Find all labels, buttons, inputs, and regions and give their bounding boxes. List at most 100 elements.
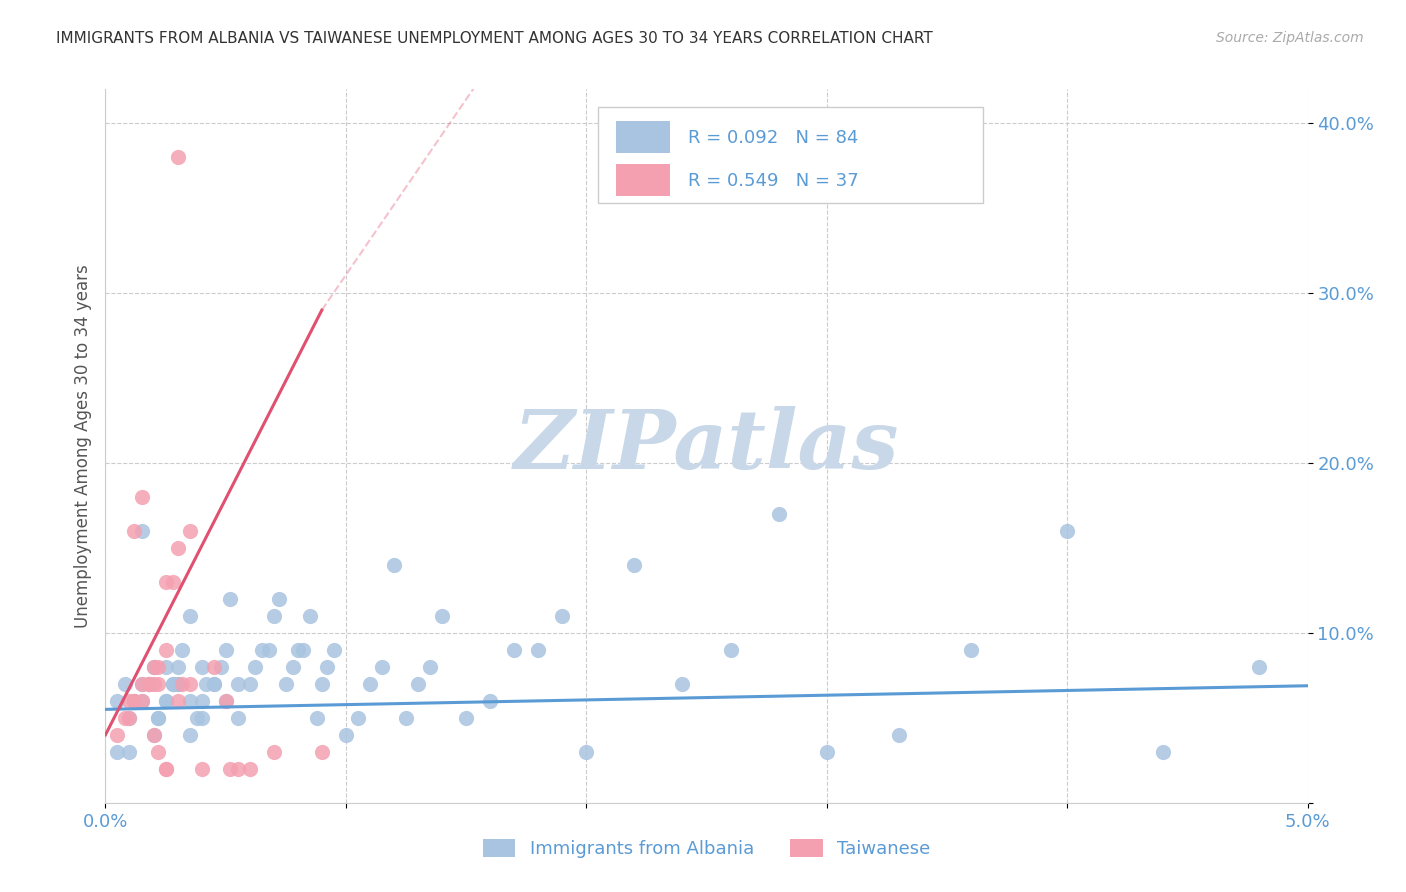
Text: Source: ZipAtlas.com: Source: ZipAtlas.com [1216,31,1364,45]
Point [118,694,141,708]
Point [202,677,225,691]
Point [527,643,550,657]
Point [1152,745,1174,759]
Point [142,660,165,674]
Point [190,762,212,776]
Point [263,608,285,623]
Point [179,524,201,538]
Point [1344,677,1367,691]
Point [148,660,170,674]
Point [322,643,344,657]
Point [226,762,249,776]
Point [155,643,177,657]
Point [166,694,188,708]
Point [114,711,136,725]
Point [124,694,146,708]
Point [124,694,146,708]
Point [671,677,693,691]
Point [214,643,236,657]
Point [118,745,141,759]
Point [131,694,153,708]
Point [311,677,333,691]
Point [456,711,478,725]
Point [239,677,262,691]
Point [214,694,236,708]
Point [114,677,136,691]
Point [190,694,212,708]
Point [172,677,194,691]
Point [124,524,146,538]
Point [219,591,242,606]
Point [131,677,153,691]
Point [219,762,242,776]
Point [166,677,188,691]
Point [162,574,184,589]
Point [267,591,290,606]
Point [107,694,129,708]
Point [226,677,249,691]
Point [162,677,184,691]
Point [250,643,273,657]
Point [335,728,357,742]
Text: R = 0.092   N = 84: R = 0.092 N = 84 [689,128,859,146]
Legend: Immigrants from Albania, Taiwanese: Immigrants from Albania, Taiwanese [475,831,938,865]
Point [209,660,232,674]
Point [202,660,225,674]
Point [1056,524,1078,538]
Point [305,711,328,725]
Point [298,608,321,623]
Point [142,728,165,742]
Point [768,507,790,521]
Point [131,490,153,504]
Point [243,660,266,674]
Point [315,660,337,674]
Bar [616,164,671,196]
Point [291,643,314,657]
Point [155,660,177,674]
Point [131,677,153,691]
Point [155,762,177,776]
Point [720,643,742,657]
Point [1368,728,1391,742]
Text: IMMIGRANTS FROM ALBANIA VS TAIWANESE UNEMPLOYMENT AMONG AGES 30 TO 34 YEARS CORR: IMMIGRANTS FROM ALBANIA VS TAIWANESE UNE… [56,31,934,46]
Point [359,677,381,691]
Point [263,745,285,759]
Point [551,608,574,623]
Point [1320,388,1343,402]
Point [190,711,212,725]
Point [179,728,201,742]
Point [202,677,225,691]
Point [148,677,170,691]
Point [281,660,304,674]
Point [118,711,141,725]
Point [155,574,177,589]
Point [107,728,129,742]
Point [815,745,838,759]
Point [179,608,201,623]
Point [155,694,177,708]
Point [186,711,208,725]
Point [142,660,165,674]
Point [162,677,184,691]
Point [887,728,910,742]
Point [347,711,370,725]
Point [148,711,170,725]
Point [214,694,236,708]
Point [257,643,280,657]
Point [371,660,394,674]
Point [138,677,160,691]
Point [311,745,333,759]
Point [155,762,177,776]
Point [226,711,249,725]
Point [395,711,418,725]
Point [1249,660,1271,674]
Point [179,677,201,691]
Point [166,677,188,691]
Point [190,660,212,674]
Point [142,728,165,742]
Point [138,677,160,691]
Point [172,643,194,657]
Point [419,660,441,674]
FancyBboxPatch shape [599,107,983,203]
Point [287,643,309,657]
